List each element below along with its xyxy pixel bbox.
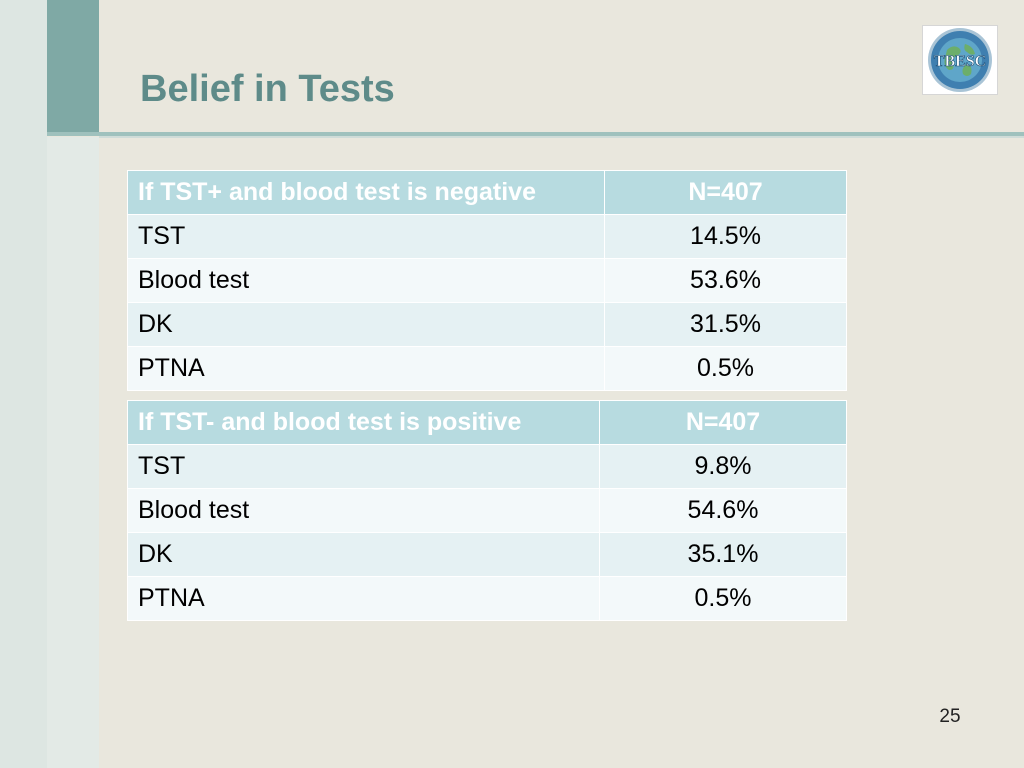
table-row: PTNA 0.5%	[127, 346, 847, 391]
header-n: N=407	[599, 400, 847, 445]
header-n: N=407	[604, 170, 847, 215]
table-row: TST 9.8%	[127, 444, 847, 489]
title-rule-shadow	[99, 136, 1024, 138]
table-row: DK 35.1%	[127, 532, 847, 577]
title-accent-bar	[47, 0, 99, 136]
row-label: DK	[127, 302, 605, 347]
globe-logo-icon: TBESC	[928, 28, 992, 92]
left-band	[0, 0, 47, 768]
row-label: TST	[127, 444, 600, 489]
row-label: PTNA	[127, 576, 600, 621]
row-value: 35.1%	[599, 532, 847, 577]
row-label: PTNA	[127, 346, 605, 391]
table-row: DK 31.5%	[127, 302, 847, 347]
table-tst-positive: If TST+ and blood test is negative N=407…	[127, 170, 847, 391]
row-value: 0.5%	[604, 346, 847, 391]
table-row: Blood test 54.6%	[127, 488, 847, 533]
header-condition: If TST+ and blood test is negative	[127, 170, 605, 215]
row-value: 31.5%	[604, 302, 847, 347]
table-row: TST 14.5%	[127, 214, 847, 259]
left-band-light	[47, 137, 99, 768]
row-value: 9.8%	[599, 444, 847, 489]
row-label: Blood test	[127, 258, 605, 303]
row-label: TST	[127, 214, 605, 259]
row-value: 14.5%	[604, 214, 847, 259]
table-tst-negative: If TST- and blood test is positive N=407…	[127, 400, 847, 621]
table-row: Blood test 53.6%	[127, 258, 847, 303]
table-header-row: If TST- and blood test is positive N=407	[127, 400, 847, 445]
row-label: DK	[127, 532, 600, 577]
logo-text: TBESC	[934, 53, 986, 70]
row-label: Blood test	[127, 488, 600, 533]
table-header-row: If TST+ and blood test is negative N=407	[127, 170, 847, 215]
row-value: 0.5%	[599, 576, 847, 621]
title-rule	[47, 132, 1024, 136]
row-value: 54.6%	[599, 488, 847, 533]
header-condition: If TST- and blood test is positive	[127, 400, 600, 445]
page-number: 25	[939, 706, 961, 727]
table-row: PTNA 0.5%	[127, 576, 847, 621]
tbesc-logo: TBESC	[922, 25, 998, 95]
row-value: 53.6%	[604, 258, 847, 303]
slide-title: Belief in Tests	[140, 68, 395, 110]
